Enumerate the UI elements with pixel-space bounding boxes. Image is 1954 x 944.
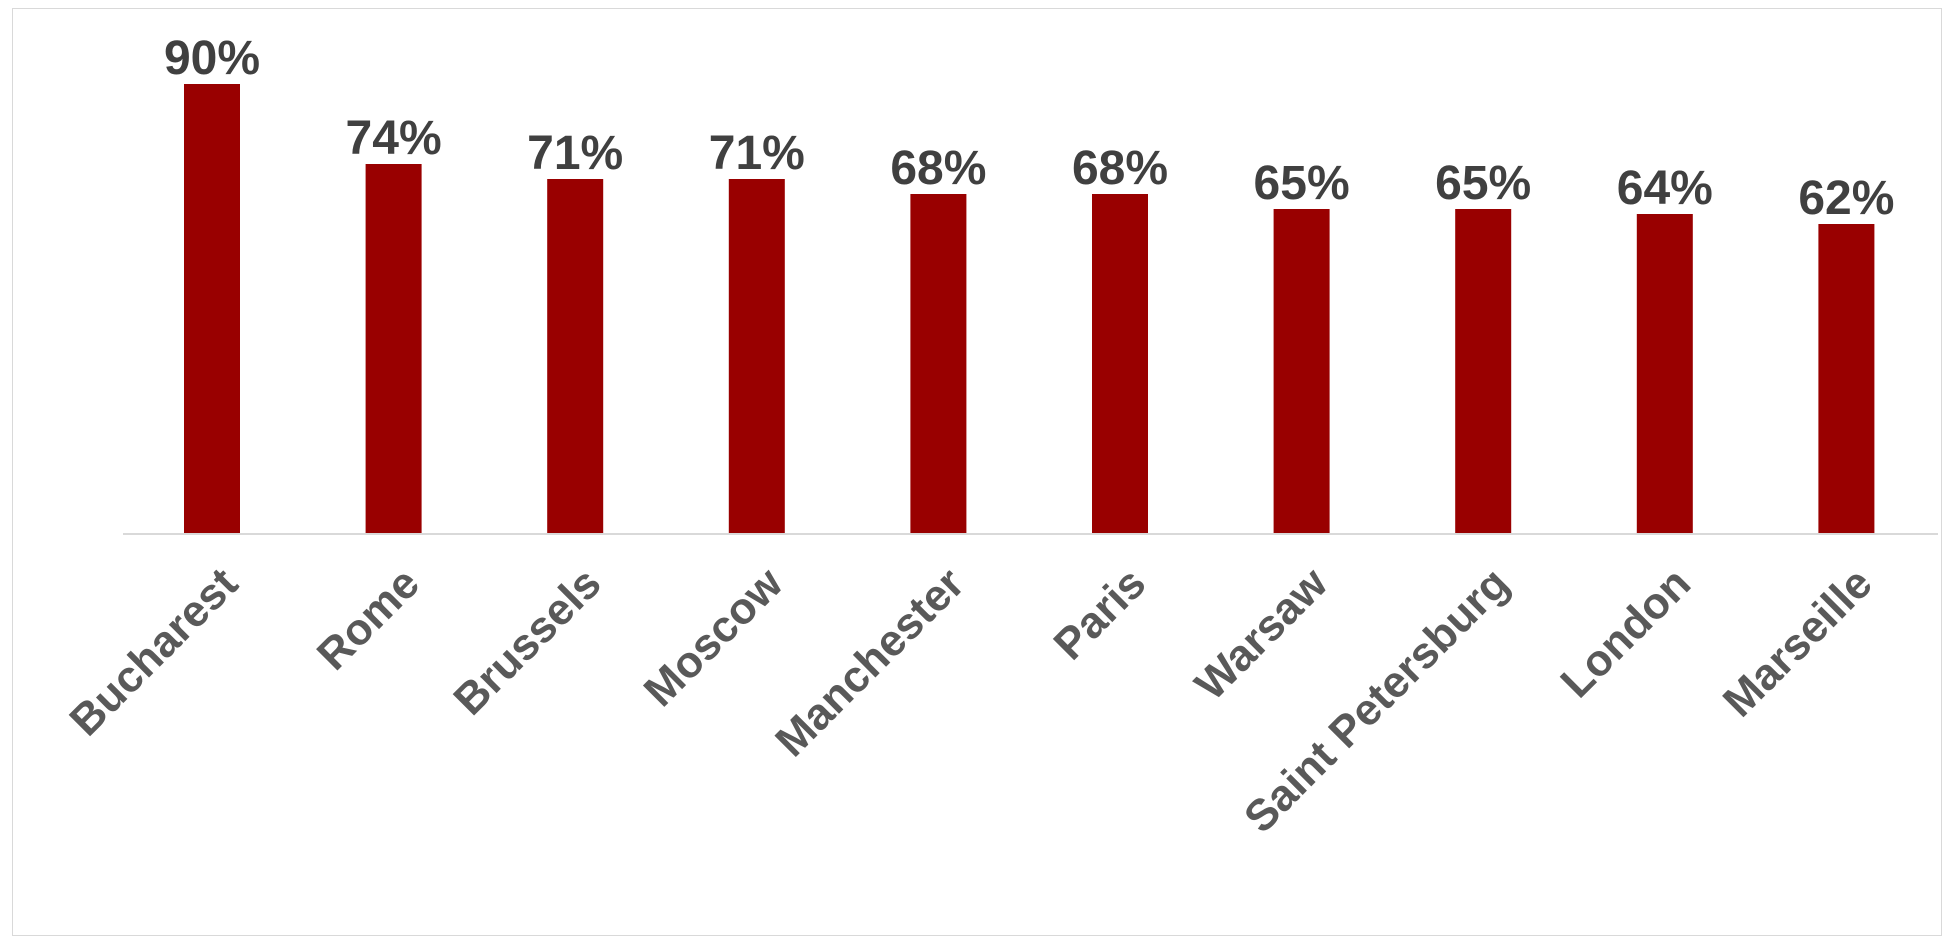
data-label: 68% — [1072, 142, 1168, 195]
x-tick-label: Brussels — [444, 559, 610, 725]
bar-warsaw — [1273, 209, 1330, 534]
bar-rome — [365, 164, 422, 534]
bar-london — [1636, 214, 1693, 534]
labels-layer: 90% Bucharest 74% Rome 71% Brussels 71% Moscow 6… — [60, 32, 1894, 842]
bar-paris — [1092, 194, 1148, 534]
data-label: 71% — [527, 127, 623, 180]
bar-bucharest — [184, 84, 240, 534]
x-tick-label: Manchester — [766, 559, 974, 767]
bar-moscow — [728, 179, 785, 534]
x-tick-label: Moscow — [635, 558, 793, 716]
data-label: 74% — [346, 112, 442, 165]
x-tick-label: Warsaw — [1186, 558, 1338, 710]
data-label: 62% — [1798, 172, 1894, 225]
data-label: 65% — [1435, 157, 1531, 210]
chart-frame — [12, 8, 1942, 936]
data-label: 90% — [164, 32, 260, 85]
data-label: 68% — [890, 142, 986, 195]
data-label: 64% — [1617, 162, 1713, 215]
x-tick-label: Rome — [308, 559, 429, 680]
bar-marseille — [1818, 224, 1875, 534]
bar-manchester — [910, 194, 967, 534]
x-tick-label: Marseille — [1714, 559, 1882, 727]
bars-layer — [184, 84, 1875, 534]
data-label: 65% — [1254, 157, 1350, 210]
x-tick-label: London — [1551, 559, 1700, 708]
bar-saint-petersburg — [1455, 209, 1512, 534]
x-tick-label: Bucharest — [60, 558, 247, 745]
data-label: 71% — [709, 127, 805, 180]
x-tick-label: Paris — [1045, 559, 1156, 670]
bar-brussels — [547, 179, 604, 534]
